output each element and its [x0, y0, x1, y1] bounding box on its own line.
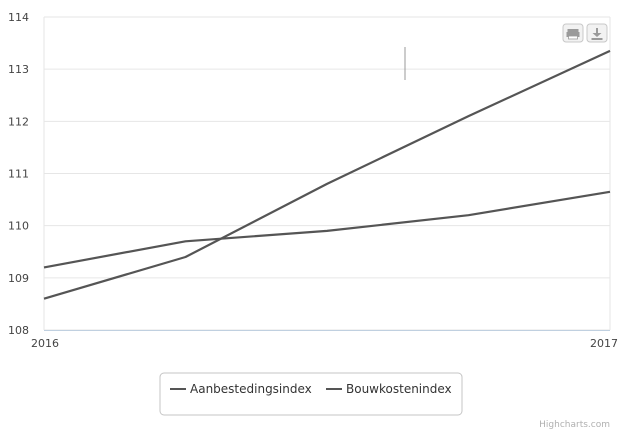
printer-icon: [566, 29, 580, 40]
y-axis: 108 109 110 111 112 113 114: [8, 11, 29, 337]
legend: Aanbestedingsindex Bouwkostenindex: [159, 372, 463, 416]
y-tick-label: 111: [8, 168, 29, 181]
y-tick-label: 112: [8, 115, 29, 128]
series-layer: [43, 49, 611, 300]
x-tick-label: 2017: [590, 337, 618, 350]
print-button[interactable]: [562, 23, 584, 43]
legend-item-aanbestedingsindex[interactable]: Aanbestedingsindex: [170, 382, 312, 396]
series-line-aanbestedingsindex[interactable]: [43, 49, 611, 300]
legend-label: Bouwkostenindex: [346, 382, 452, 396]
y-tick-label: 109: [8, 272, 29, 285]
download-icon: [591, 28, 603, 40]
export-button[interactable]: [586, 23, 608, 43]
y-tick-label: 108: [8, 324, 29, 337]
y-tick-label: 113: [8, 63, 29, 76]
legend-item-bouwkostenindex[interactable]: Bouwkostenindex: [326, 382, 452, 396]
y-tick-label: 110: [8, 220, 29, 233]
x-tick-label: 2016: [31, 337, 59, 350]
legend-label: Aanbestedingsindex: [190, 382, 312, 396]
y-tick-label: 114: [8, 11, 29, 24]
legend-box: [159, 372, 463, 416]
grid-lines: [43, 16, 611, 331]
credits[interactable]: Highcharts.com: [539, 420, 610, 429]
series-line-bouwkostenindex[interactable]: [43, 190, 611, 269]
x-axis: 2016 2017: [31, 337, 618, 350]
